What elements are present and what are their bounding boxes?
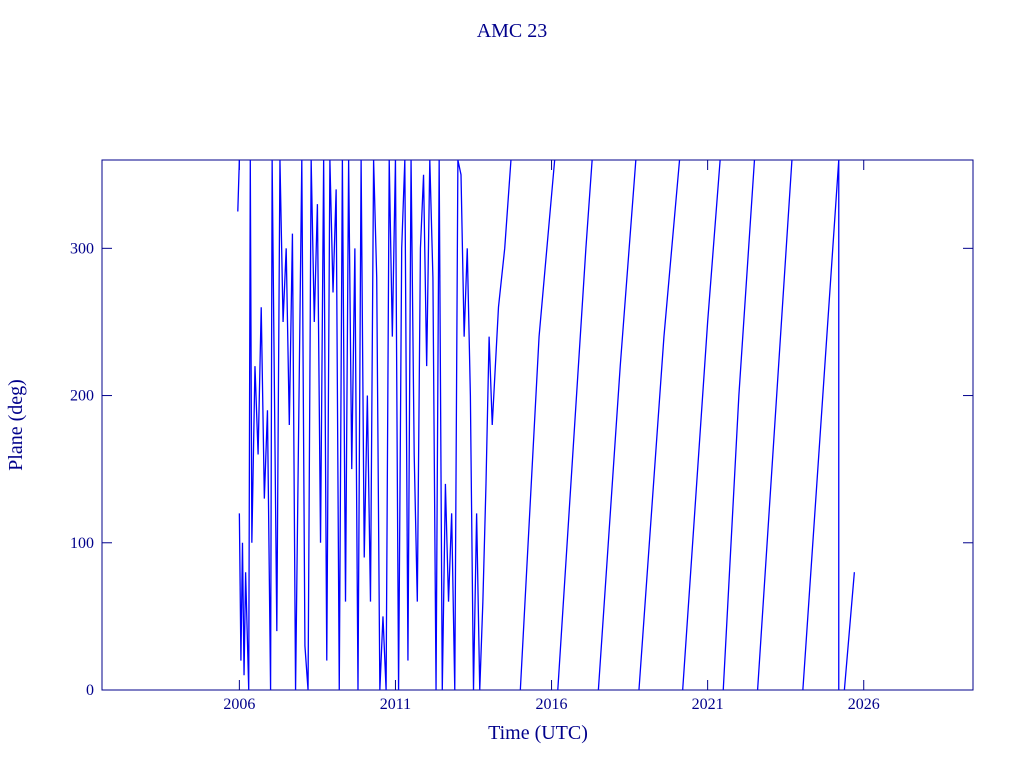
x-tick-label: 2016 [536, 696, 568, 713]
plot-frame [101, 159, 974, 691]
y-tick-label: 200 [70, 388, 94, 405]
x-tick-label: 2006 [223, 696, 255, 713]
x-tick-label: 2011 [380, 696, 411, 713]
y-tick-label: 100 [70, 535, 94, 552]
y-tick-label: 300 [70, 240, 94, 257]
y-axis-label: Plane (deg) [5, 379, 27, 471]
chart-title: AMC 23 [477, 20, 548, 42]
x-tick-label: 2026 [848, 696, 880, 713]
data-line [237, 159, 856, 691]
y-tick-label: 0 [86, 682, 94, 699]
x-tick-label: 2021 [692, 696, 724, 713]
x-axis-label: Time (UTC) [488, 722, 588, 744]
